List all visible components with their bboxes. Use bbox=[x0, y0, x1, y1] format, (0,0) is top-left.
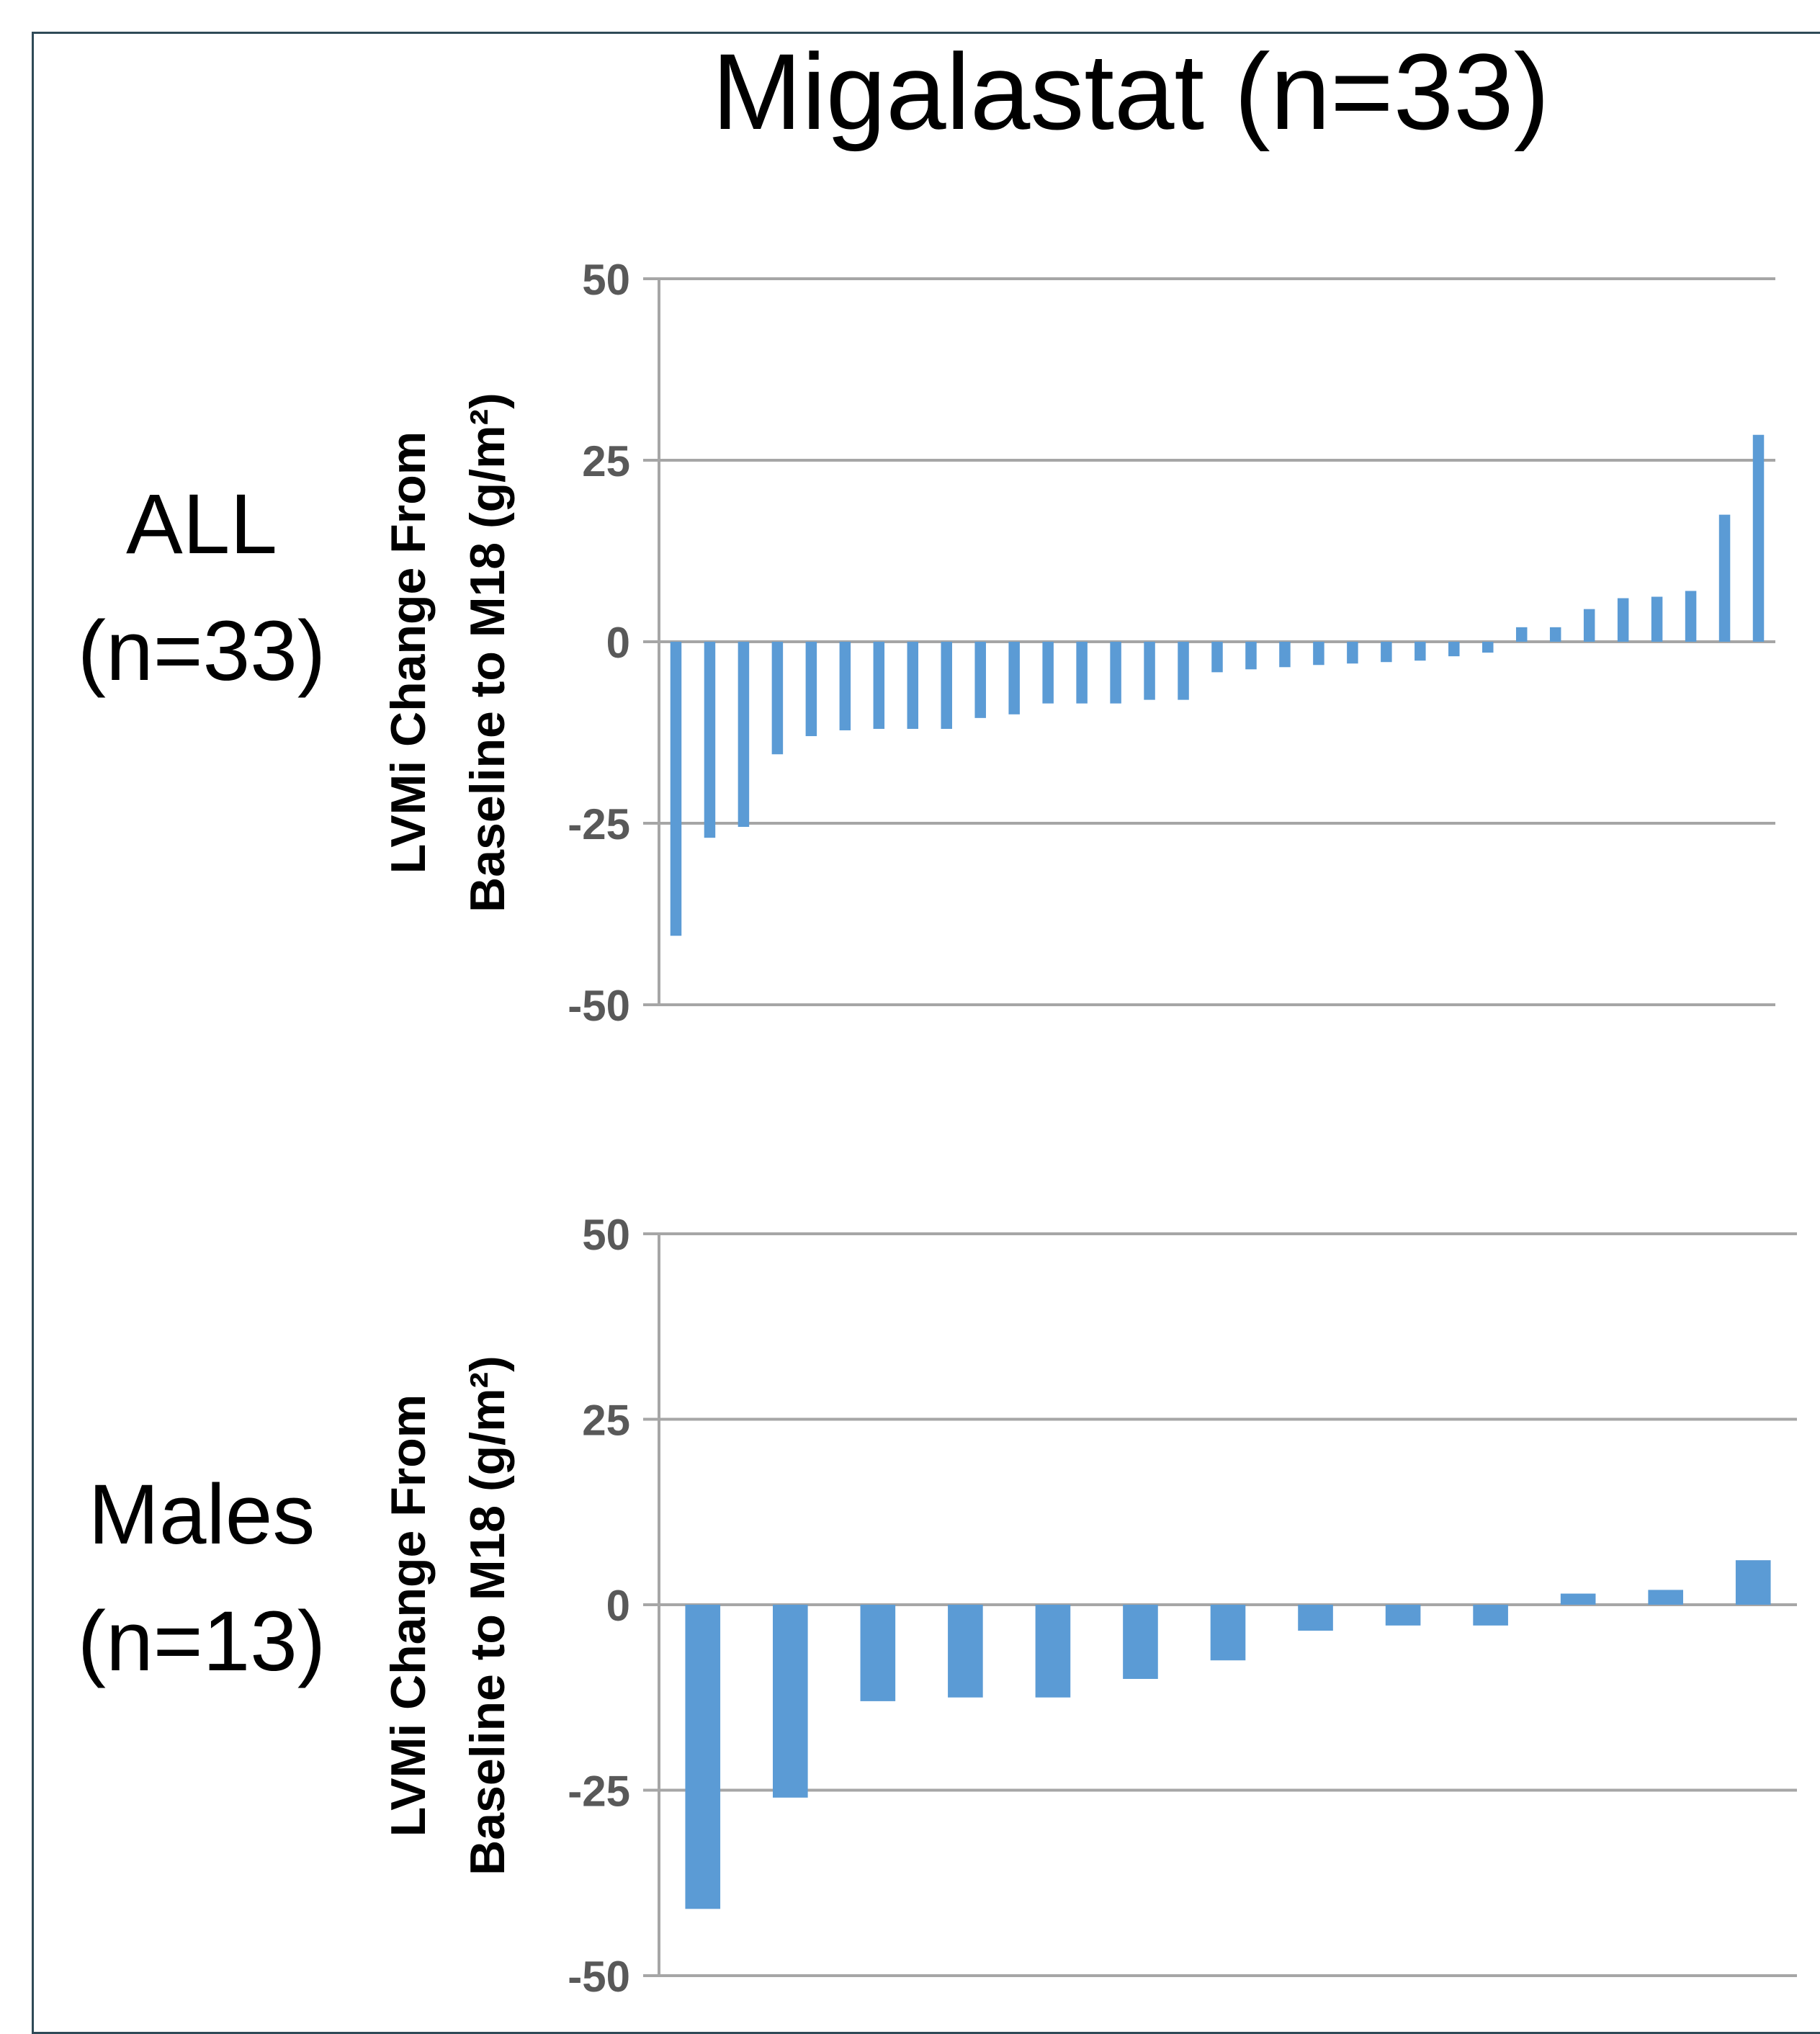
males-bar bbox=[1210, 1605, 1246, 1661]
all-bar bbox=[1718, 514, 1731, 642]
all-ytick-label: -25 bbox=[568, 800, 630, 848]
all-bar bbox=[1617, 598, 1629, 642]
males-ytick-label: -25 bbox=[568, 1768, 630, 1816]
row-label-all-count: (n=33) bbox=[77, 604, 326, 699]
males-ytick-label: 25 bbox=[582, 1397, 630, 1445]
males-ylabel-line: LVMi Change From bbox=[381, 1394, 436, 1837]
all-bar bbox=[805, 642, 817, 737]
all-bar bbox=[738, 642, 750, 828]
all-bar bbox=[1381, 642, 1392, 663]
males-bar bbox=[948, 1605, 983, 1698]
all-bar bbox=[670, 642, 682, 936]
row-label-males-count: (n=13) bbox=[77, 1594, 326, 1689]
all-bar bbox=[1685, 591, 1697, 642]
all-bar bbox=[873, 642, 885, 729]
all-bar bbox=[941, 642, 952, 729]
males-bar bbox=[773, 1605, 808, 1798]
all-bar bbox=[1752, 434, 1765, 642]
all-bar bbox=[1515, 627, 1528, 642]
row-label-all: ALL (n=33) bbox=[32, 461, 371, 714]
all-bar bbox=[1279, 642, 1291, 668]
males-bar bbox=[860, 1605, 896, 1701]
all-bar bbox=[704, 642, 716, 838]
row-label-all-name: ALL bbox=[126, 477, 277, 572]
all-bar bbox=[907, 642, 919, 729]
all-bar bbox=[1245, 642, 1257, 670]
all-bar bbox=[1347, 642, 1358, 664]
all-bar bbox=[1042, 642, 1054, 704]
males-ytick-label: 50 bbox=[582, 1211, 630, 1259]
all-ytick-label: 50 bbox=[582, 256, 630, 304]
all-bar bbox=[1110, 642, 1121, 704]
all-bar bbox=[1583, 609, 1595, 642]
all-ytick-label: 25 bbox=[582, 437, 630, 485]
all-ylabel-line: Baseline to M18 (g/m²) bbox=[460, 393, 515, 913]
all-bar bbox=[1482, 642, 1494, 653]
males-bar bbox=[1560, 1593, 1596, 1605]
males-ytick-label: -50 bbox=[568, 1953, 630, 1998]
all-ylabel-line: LVMi Change From bbox=[381, 431, 436, 874]
all-bar bbox=[1076, 642, 1088, 704]
males-ytick-label: 0 bbox=[606, 1582, 630, 1630]
all-ytick-label: -50 bbox=[568, 982, 630, 1030]
all-bar bbox=[839, 642, 851, 730]
row-label-males-name: Males bbox=[88, 1467, 315, 1562]
figure-title: Migalastat (n=33) bbox=[712, 31, 1550, 152]
row-label-males: Males (n=13) bbox=[32, 1451, 371, 1705]
males-bar bbox=[1298, 1605, 1333, 1631]
all-bar bbox=[1651, 596, 1663, 642]
all-bar bbox=[1008, 642, 1020, 714]
males-bar bbox=[1385, 1605, 1421, 1626]
males-bar bbox=[1123, 1605, 1158, 1679]
males-ylabel-line: Baseline to M18 (g/m²) bbox=[460, 1356, 515, 1876]
males-bar bbox=[1648, 1590, 1683, 1605]
all-bar bbox=[1313, 642, 1324, 666]
all-bar bbox=[1448, 642, 1460, 657]
all-bar bbox=[1549, 627, 1561, 642]
all-bar bbox=[1211, 642, 1223, 673]
males-bar bbox=[1473, 1605, 1508, 1626]
males-bar bbox=[1735, 1560, 1771, 1605]
all-bar bbox=[1415, 642, 1426, 661]
all-bar bbox=[1178, 642, 1189, 700]
all-bar bbox=[771, 642, 784, 755]
all-ytick-label: 0 bbox=[606, 619, 630, 667]
all-bar bbox=[974, 642, 986, 718]
males-bar bbox=[685, 1605, 721, 1909]
all-bar bbox=[1144, 642, 1155, 700]
males-bar bbox=[1035, 1605, 1071, 1698]
